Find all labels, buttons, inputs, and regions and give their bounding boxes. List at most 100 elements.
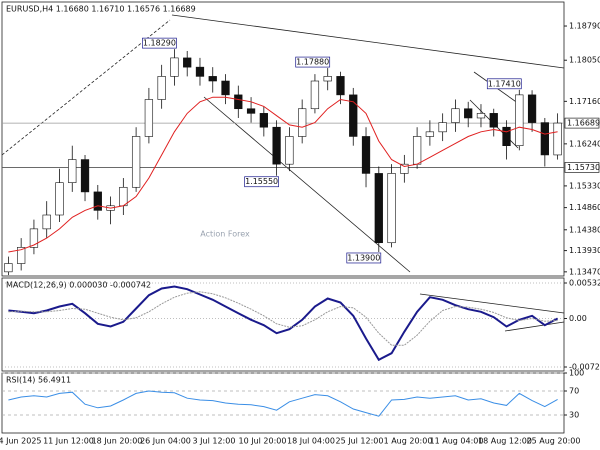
candle-body <box>42 214 51 230</box>
price-panel <box>1 1 565 277</box>
indicator-line <box>8 390 558 417</box>
candle-body <box>221 80 230 96</box>
x-tick-label: 18 Jun 20:00 <box>92 437 143 446</box>
annotation-label: 1.17880 <box>296 58 329 67</box>
candle-body <box>387 173 396 244</box>
macd-panel <box>1 277 565 372</box>
annotation-label: 1.17410 <box>488 79 521 88</box>
price-label: 1.15730 <box>567 163 600 172</box>
candle-body <box>17 247 26 264</box>
candle-body <box>515 94 524 146</box>
panel-title: MACD(12,26,9) 0.000030 -0.000742 <box>6 281 151 290</box>
candle-body <box>4 263 13 273</box>
y-tick-label: 1.18050 <box>569 56 600 65</box>
candle-body <box>540 122 549 156</box>
candle-body <box>55 182 64 216</box>
x-tick-label: 4 Jun 2025 <box>0 437 42 446</box>
panel-title: RSI(14) 56.4911 <box>6 376 71 385</box>
x-tick-label: 1 Aug 20:00 <box>384 437 433 446</box>
y-tick-label: 1.14380 <box>569 225 600 234</box>
indicator-line <box>8 285 559 362</box>
candle-body <box>93 191 102 211</box>
y-tick-label: 1.18790 <box>569 22 600 31</box>
y-tick-label: 0.00 <box>569 314 587 323</box>
candle-body <box>285 136 294 165</box>
x-tick-label: 11 Jun 12:00 <box>43 437 94 446</box>
macd-trend-line <box>419 293 565 314</box>
price-label-box <box>564 117 600 129</box>
annotation-box <box>295 56 331 68</box>
y-tick-label: 70 <box>569 387 579 396</box>
watermark: Action Forex <box>200 230 250 239</box>
annotation-box <box>486 78 522 90</box>
price-label-box <box>564 162 600 173</box>
candle-body <box>29 228 39 248</box>
y-tick-label: 30 <box>569 411 579 420</box>
candle-body <box>489 113 498 128</box>
price-label: 1.16689 <box>567 119 600 128</box>
y-tick-label: -0.007273 <box>569 362 600 371</box>
y-tick-label: 1.17160 <box>569 97 600 106</box>
candle-body <box>195 66 205 77</box>
candle-body <box>170 57 179 77</box>
candle-body <box>157 76 166 100</box>
y-tick-label: 1.16240 <box>569 139 600 148</box>
annotation-label: 1.13900 <box>347 253 380 262</box>
candle-body <box>527 94 537 123</box>
candle-body <box>374 173 383 244</box>
indicator-line <box>8 96 558 253</box>
candle-body <box>349 94 358 137</box>
x-tick-label: 25 Aug 20:00 <box>527 437 581 446</box>
candle-body <box>438 122 447 133</box>
annotation-box <box>244 176 279 188</box>
candle-body <box>80 159 90 193</box>
x-tick-label: 10 Jul 20:00 <box>239 437 287 446</box>
candle-body <box>476 113 486 119</box>
y-tick-label: 1.13470 <box>569 267 600 276</box>
x-tick-label: 26 Jun 04:00 <box>140 437 191 446</box>
candle-body <box>323 76 332 82</box>
y-tick-label: 1.14860 <box>569 203 600 212</box>
candle-body <box>451 108 460 123</box>
annotation-label: 1.15550 <box>245 177 278 186</box>
candle-body <box>183 57 192 68</box>
candle-body <box>502 126 511 146</box>
candle-body <box>553 122 562 156</box>
y-tick-label: 1.13930 <box>569 246 600 255</box>
macd-trend-line <box>504 321 565 332</box>
candle-body <box>119 186 128 207</box>
x-tick-label: 11 Aug 04:00 <box>430 437 484 446</box>
candle-body <box>425 131 435 137</box>
candle-body <box>361 136 371 174</box>
candle-body <box>144 99 154 137</box>
candle-body <box>68 159 77 183</box>
candle-body <box>272 126 281 165</box>
candle-body <box>336 76 345 96</box>
x-tick-label: 18 Aug 12:00 <box>478 437 532 446</box>
candle-body <box>400 163 409 174</box>
panel-title: EURUSD,H4 1.16680 1.16710 1.16576 1.1668… <box>6 5 196 14</box>
candle-body <box>246 108 256 114</box>
annotation-label: 1.18290 <box>143 39 176 48</box>
annotation-box <box>142 37 177 49</box>
x-tick-label: 3 Jul 12:00 <box>193 437 236 446</box>
candle-body <box>412 136 422 165</box>
candle-body <box>208 76 217 82</box>
candle-body <box>259 113 268 128</box>
y-tick-label: 0.005325 <box>569 279 600 288</box>
candle-body <box>464 108 473 119</box>
candle-body <box>310 80 320 110</box>
trend-line <box>171 14 565 69</box>
candle-body <box>234 94 243 110</box>
y-tick-label: 100 <box>569 369 584 378</box>
rsi-panel <box>1 372 565 434</box>
candle-body <box>298 108 307 137</box>
x-tick-label: 25 Jul 12:00 <box>336 437 384 446</box>
candle-body <box>131 136 141 188</box>
y-tick-label: 1.15330 <box>569 181 600 190</box>
x-tick-label: 18 Jul 04:00 <box>287 437 335 446</box>
annotation-box <box>346 252 382 264</box>
trend-line <box>1 19 171 156</box>
indicator-line <box>8 291 558 346</box>
